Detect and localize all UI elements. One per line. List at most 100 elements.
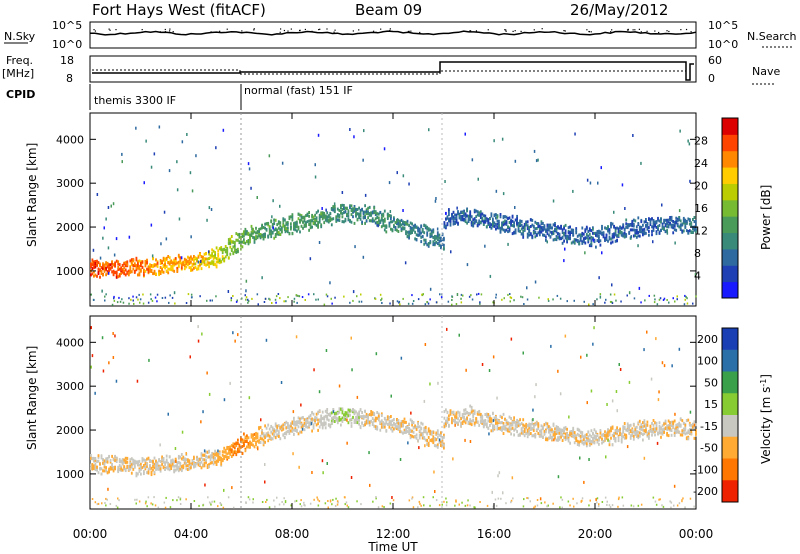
data-cell — [193, 262, 195, 266]
data-cell — [670, 501, 673, 504]
data-cell — [200, 460, 203, 464]
data-cell — [552, 430, 555, 434]
data-cell — [114, 454, 116, 458]
data-cell — [179, 503, 182, 505]
data-cell — [686, 302, 689, 305]
data-cell — [549, 223, 552, 227]
data-cell — [516, 418, 518, 422]
data-cell — [333, 207, 336, 211]
data-cell — [338, 410, 341, 414]
data-cell — [640, 431, 643, 435]
data-cell — [362, 424, 365, 428]
data-cell — [611, 504, 614, 507]
data-cell — [688, 229, 691, 233]
data-cell — [420, 431, 423, 435]
data-cell — [599, 239, 602, 243]
data-cell — [147, 301, 150, 304]
data-cell — [564, 236, 567, 240]
data-cell — [229, 239, 232, 243]
data-cell — [522, 233, 525, 237]
data-cell — [226, 452, 229, 456]
data-cell — [99, 256, 102, 260]
data-cell — [215, 146, 217, 150]
data-cell — [684, 220, 687, 224]
data-cell — [666, 225, 668, 229]
data-cell — [678, 421, 681, 425]
data-cell — [534, 280, 537, 284]
data-cell — [492, 219, 494, 223]
data-cell — [185, 302, 188, 304]
data-cell — [347, 414, 350, 418]
data-cell — [617, 436, 620, 440]
data-cell — [162, 466, 165, 470]
data-cell — [99, 462, 101, 466]
data-cell — [196, 461, 198, 465]
data-cell — [267, 433, 270, 437]
data-cell — [288, 215, 291, 219]
data-cell — [551, 231, 553, 234]
data-cell — [492, 224, 494, 228]
data-cell — [432, 440, 435, 444]
data-cell — [308, 214, 310, 218]
data-cell — [569, 441, 571, 445]
data-cell — [634, 428, 637, 432]
data-cell — [324, 409, 327, 413]
data-cell — [519, 222, 521, 226]
time-tick-label: 20:00 — [578, 527, 613, 541]
data-cell — [94, 462, 97, 466]
data-cell — [217, 254, 220, 258]
data-cell — [400, 356, 403, 360]
data-cell — [593, 428, 596, 432]
data-cell — [537, 426, 540, 430]
data-cell — [449, 217, 452, 221]
data-cell — [307, 293, 310, 296]
data-cell — [208, 261, 210, 265]
data-cell — [424, 429, 427, 433]
data-cell — [299, 503, 301, 506]
data-cell — [273, 428, 276, 432]
data-cell — [552, 238, 555, 242]
data-cell — [262, 432, 265, 436]
data-cell — [356, 500, 358, 503]
power-panel-frame — [89, 112, 697, 307]
data-cell — [411, 222, 413, 226]
data-cell — [405, 428, 407, 432]
data-cell — [693, 226, 696, 230]
data-cell — [502, 228, 505, 232]
data-cell — [108, 263, 110, 267]
data-cell — [670, 420, 673, 424]
data-cell — [615, 390, 618, 393]
data-cell — [312, 412, 315, 416]
data-cell — [423, 224, 426, 227]
data-cell — [164, 257, 166, 261]
noise-search-dot — [533, 29, 535, 31]
data-cell — [498, 224, 500, 228]
data-cell — [514, 218, 517, 222]
data-cell — [173, 269, 176, 273]
data-cell — [368, 213, 371, 217]
data-cell — [642, 228, 644, 232]
data-cell — [446, 327, 448, 331]
data-cell — [297, 420, 300, 424]
data-cell — [338, 219, 341, 222]
data-cell — [355, 410, 357, 414]
data-cell — [676, 430, 679, 434]
noise-search-dot — [304, 28, 306, 31]
data-cell — [250, 441, 253, 445]
data-cell — [370, 410, 373, 413]
data-cell — [399, 458, 402, 461]
data-cell — [466, 416, 468, 420]
data-cell — [452, 218, 455, 222]
data-cell — [330, 297, 332, 300]
data-cell — [607, 225, 609, 229]
noise-search-dot — [375, 31, 377, 33]
data-cell — [285, 420, 288, 424]
data-cell — [681, 433, 684, 437]
data-cell — [129, 259, 132, 263]
data-cell — [467, 420, 470, 424]
data-cell — [162, 460, 165, 464]
data-cell — [605, 433, 608, 437]
data-cell — [436, 443, 439, 447]
data-cell — [427, 427, 430, 431]
data-cell — [510, 423, 512, 427]
